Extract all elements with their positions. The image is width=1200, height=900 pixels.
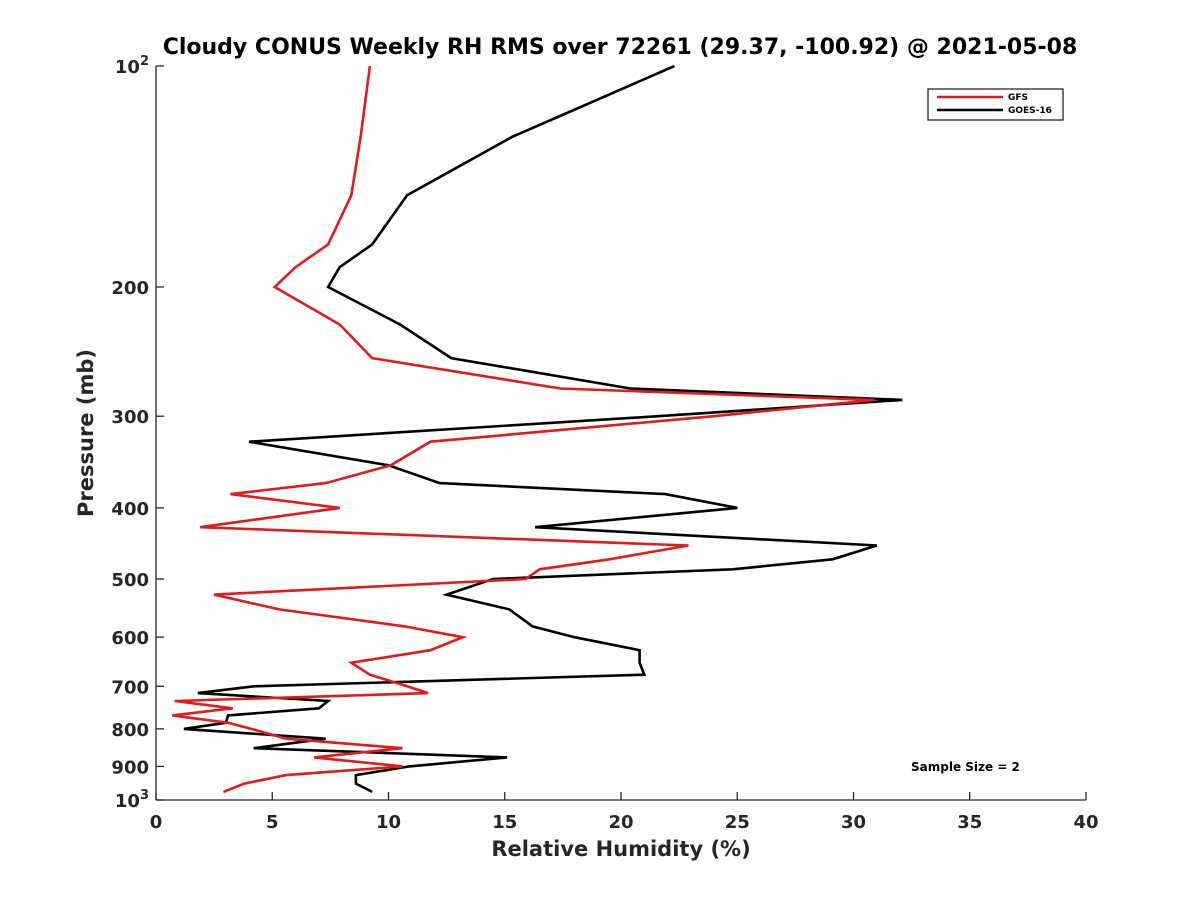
sample-size-annotation: Sample Size = 2 [911,760,1020,774]
x-tick-label: 25 [725,812,750,833]
y-tick-label: 102 [115,54,149,78]
x-ticks: 0 5 10 15 20 25 30 35 40 [150,792,1099,833]
chart-title: Cloudy CONUS Weekly RH RMS over 72261 (2… [163,35,1078,60]
x-tick-label: 40 [1073,812,1098,833]
y-tick-label: 900 [111,757,149,778]
y-tick-label: 700 [111,677,149,698]
y-axis-label: Pressure (mb) [74,349,98,517]
legend-gfs-label: GFS [1008,93,1028,103]
series-layer [172,64,903,794]
y-tick-label: 400 [111,499,149,520]
x-tick-label: 5 [266,812,279,833]
x-tick-label: 30 [841,812,866,833]
legend-goes16-label: GOES-16 [1008,106,1052,116]
x-axis-label: Relative Humidity (%) [491,837,750,861]
series-line-goes-16 [183,64,903,794]
x-tick-label: 35 [957,812,982,833]
legend-box [927,88,1064,121]
y-tick-label: 300 [111,407,149,428]
x-tick-label: 0 [150,812,163,833]
y-ticks: 102 200 300 400 500 600 700 800 900 103 [111,54,164,812]
y-tick-label: 500 [111,570,149,591]
y-tick-label: 600 [111,628,149,649]
legend: GFS GOES-16 [927,88,1064,121]
y-tick-label: 103 [115,788,149,812]
y-tick-label: 800 [111,720,149,741]
x-tick-label: 15 [492,812,517,833]
series-line-gfs [172,65,875,794]
y-tick-label: 200 [111,278,149,299]
x-tick-label: 20 [608,812,633,833]
x-tick-label: 10 [376,812,401,833]
